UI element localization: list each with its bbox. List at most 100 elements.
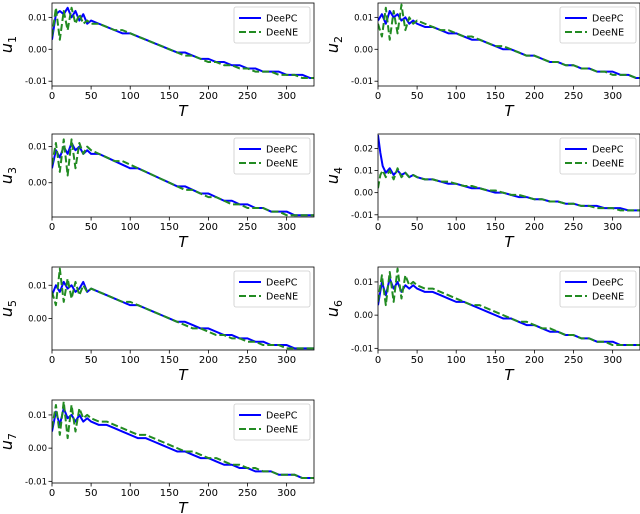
- y-tick-label: 0.00: [354, 45, 373, 55]
- series-line-deene: [52, 267, 314, 350]
- series-line-deene: [378, 167, 640, 212]
- x-tick-label: 0: [375, 91, 381, 102]
- x-tick-label: 200: [199, 488, 218, 499]
- series-line-deene: [52, 138, 314, 217]
- x-axis-label: T: [178, 233, 189, 251]
- x-tick-label: 150: [160, 355, 179, 366]
- x-tick-label: 250: [238, 91, 257, 102]
- legend-box: [559, 6, 637, 44]
- x-tick-label: 300: [603, 355, 622, 366]
- axes-frame: [377, 266, 640, 351]
- x-tick-label: 0: [49, 91, 55, 102]
- x-tick-label: 200: [525, 222, 544, 233]
- x-tick-label: 100: [121, 355, 140, 366]
- y-tick-label: 0.00: [28, 444, 47, 454]
- x-axis-label: T: [178, 366, 189, 384]
- y-tick-label: -0.01: [25, 77, 47, 87]
- axes-frame: [377, 133, 640, 218]
- legend-box: [559, 137, 637, 175]
- y-tick-label: 0.00: [354, 189, 373, 199]
- y-axis-label: u3: [0, 167, 19, 184]
- x-tick-label: 300: [603, 222, 622, 233]
- y-axis-label: u2: [323, 36, 345, 53]
- x-tick-label: 50: [85, 91, 98, 102]
- x-axis-label: T: [504, 366, 515, 384]
- legend: DeePC DeeNE: [559, 6, 637, 44]
- x-tick-label: 100: [447, 222, 466, 233]
- x-tick-label: 50: [411, 222, 424, 233]
- x-tick-label: 150: [486, 222, 505, 233]
- series-line-deene: [378, 267, 640, 347]
- y-axis-label: u1: [0, 36, 19, 53]
- x-tick-label: 250: [564, 222, 583, 233]
- axes-frame: [51, 2, 315, 87]
- x-tick-label: 250: [238, 222, 257, 233]
- legend: DeePC DeeNE: [233, 6, 311, 44]
- x-tick-label: 150: [486, 91, 505, 102]
- x-tick-label: 250: [238, 355, 257, 366]
- x-axis-label: T: [504, 233, 515, 251]
- legend: DeePC DeeNE: [233, 403, 311, 441]
- x-tick-label: 150: [160, 488, 179, 499]
- y-axis-label: u4: [323, 167, 345, 184]
- x-axis-label: T: [504, 102, 515, 120]
- axes-frame: [51, 266, 315, 351]
- legend: DeePC DeeNE: [233, 137, 311, 175]
- y-tick-label: 0.01: [354, 278, 373, 288]
- series-line-deene: [378, 3, 640, 80]
- x-tick-label: 200: [525, 91, 544, 102]
- y-tick-label: 0.00: [28, 314, 47, 324]
- x-tick-label: 50: [411, 355, 424, 366]
- legend: DeePC DeeNE: [559, 270, 637, 308]
- x-tick-label: 150: [160, 91, 179, 102]
- subplot-3: 0 50 100 150 200 250 300 0.01 0.00 Tu3 DeePC DeeNE: [0, 133, 315, 251]
- y-tick-label: 0.00: [28, 179, 47, 189]
- x-tick-label: 100: [447, 91, 466, 102]
- y-tick-label: -0.01: [25, 477, 47, 487]
- legend-label: DeePC: [266, 14, 298, 25]
- y-tick-label: -0.01: [351, 344, 373, 354]
- legend-label: DeePC: [266, 145, 298, 156]
- legend-box: [233, 137, 311, 175]
- x-tick-label: 300: [277, 355, 296, 366]
- legend-box: [233, 6, 311, 44]
- x-tick-label: 100: [121, 222, 140, 233]
- x-tick-label: 150: [486, 355, 505, 366]
- x-tick-label: 0: [49, 355, 55, 366]
- x-tick-label: 300: [277, 488, 296, 499]
- legend-label: DeeNE: [266, 425, 298, 436]
- axes-frame: [51, 133, 315, 218]
- series-line-deene: [52, 400, 314, 480]
- x-tick-label: 150: [160, 222, 179, 233]
- legend-label: DeePC: [592, 145, 624, 156]
- legend-box: [233, 403, 311, 441]
- y-tick-label: 0.00: [28, 45, 47, 55]
- subplot-5: 0 50 100 150 200 250 300 0.01 0.00 Tu5 DeePC DeeNE: [0, 266, 315, 384]
- legend-label: DeePC: [266, 411, 298, 422]
- y-axis-label: u5: [0, 300, 19, 317]
- legend-label: DeePC: [592, 14, 624, 25]
- x-tick-label: 200: [199, 355, 218, 366]
- legend-box: [233, 270, 311, 308]
- legend-label: DeeNE: [266, 28, 298, 39]
- y-tick-label: 0.01: [354, 13, 373, 23]
- x-tick-label: 300: [277, 91, 296, 102]
- x-tick-label: 100: [121, 488, 140, 499]
- legend: DeePC DeeNE: [233, 270, 311, 308]
- y-tick-label: 0.00: [354, 311, 373, 321]
- x-tick-label: 200: [199, 222, 218, 233]
- x-tick-label: 200: [199, 91, 218, 102]
- x-tick-label: 50: [85, 222, 98, 233]
- x-tick-label: 0: [375, 222, 381, 233]
- legend-box: [559, 270, 637, 308]
- y-axis-label: u7: [0, 433, 19, 450]
- x-tick-label: 250: [238, 488, 257, 499]
- x-tick-label: 50: [411, 91, 424, 102]
- y-tick-label: -0.01: [351, 77, 373, 87]
- legend: DeePC DeeNE: [559, 137, 637, 175]
- x-tick-label: 0: [49, 488, 55, 499]
- x-tick-label: 0: [375, 355, 381, 366]
- legend-label: DeePC: [266, 278, 298, 289]
- x-tick-label: 200: [525, 355, 544, 366]
- y-tick-label: 0.01: [28, 281, 47, 291]
